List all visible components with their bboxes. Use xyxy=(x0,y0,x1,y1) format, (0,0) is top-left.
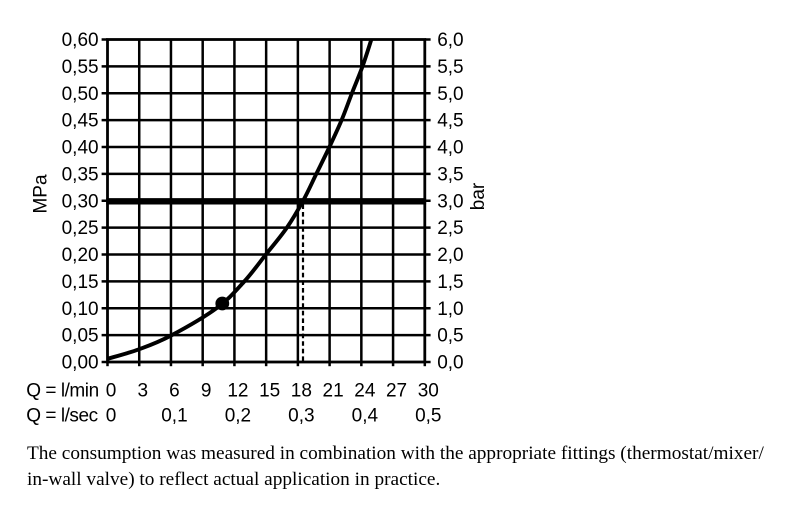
svg-text:0,05: 0,05 xyxy=(62,326,99,347)
svg-text:0,45: 0,45 xyxy=(62,111,99,132)
svg-text:The consumption was measured i: The consumption was measured in combinat… xyxy=(27,443,764,464)
svg-text:21: 21 xyxy=(323,381,344,402)
svg-text:2,5: 2,5 xyxy=(437,218,463,239)
svg-text:0,60: 0,60 xyxy=(62,30,99,51)
svg-text:24: 24 xyxy=(354,381,376,402)
svg-text:in-wall valve) to reflect actu: in-wall valve) to reflect actual applica… xyxy=(27,469,440,490)
svg-text:1,0: 1,0 xyxy=(437,299,463,320)
svg-text:0,20: 0,20 xyxy=(62,245,99,266)
svg-text:2,0: 2,0 xyxy=(437,245,463,266)
svg-text:3,0: 3,0 xyxy=(437,191,463,212)
svg-text:0: 0 xyxy=(106,381,117,402)
svg-text:0,25: 0,25 xyxy=(62,218,99,239)
svg-text:bar: bar xyxy=(468,182,489,210)
svg-text:5,5: 5,5 xyxy=(437,57,463,78)
svg-text:12: 12 xyxy=(227,381,248,402)
svg-text:0,2: 0,2 xyxy=(225,405,251,426)
svg-text:5,0: 5,0 xyxy=(437,84,463,105)
svg-text:0,55: 0,55 xyxy=(62,57,99,78)
svg-text:0,1: 0,1 xyxy=(161,405,187,426)
svg-text:0,5: 0,5 xyxy=(437,326,463,347)
svg-text:18: 18 xyxy=(291,381,312,402)
svg-text:Q = l/min: Q = l/min xyxy=(26,381,99,402)
svg-text:0,40: 0,40 xyxy=(62,138,99,159)
svg-text:0,15: 0,15 xyxy=(62,272,99,293)
svg-text:0,3: 0,3 xyxy=(288,405,314,426)
svg-text:9: 9 xyxy=(201,381,212,402)
svg-text:0,5: 0,5 xyxy=(415,405,441,426)
svg-text:3: 3 xyxy=(137,381,148,402)
svg-text:0,00: 0,00 xyxy=(62,353,99,374)
svg-text:Q = l/sec: Q = l/sec xyxy=(26,405,97,426)
svg-text:6,0: 6,0 xyxy=(437,30,463,51)
svg-text:6: 6 xyxy=(169,381,180,402)
svg-text:1,5: 1,5 xyxy=(437,272,463,293)
svg-text:0,0: 0,0 xyxy=(437,353,463,374)
svg-text:0: 0 xyxy=(106,405,117,426)
svg-text:15: 15 xyxy=(259,381,280,402)
svg-text:4,0: 4,0 xyxy=(437,138,463,159)
svg-text:30: 30 xyxy=(418,381,439,402)
svg-text:MPa: MPa xyxy=(31,174,52,214)
svg-text:27: 27 xyxy=(386,381,407,402)
svg-text:0,35: 0,35 xyxy=(62,164,99,185)
svg-text:3,5: 3,5 xyxy=(437,164,463,185)
svg-text:0,4: 0,4 xyxy=(352,405,379,426)
svg-text:0,30: 0,30 xyxy=(62,191,99,212)
svg-text:0,50: 0,50 xyxy=(62,84,99,105)
svg-text:0,10: 0,10 xyxy=(62,299,99,320)
svg-text:4,5: 4,5 xyxy=(437,111,463,132)
